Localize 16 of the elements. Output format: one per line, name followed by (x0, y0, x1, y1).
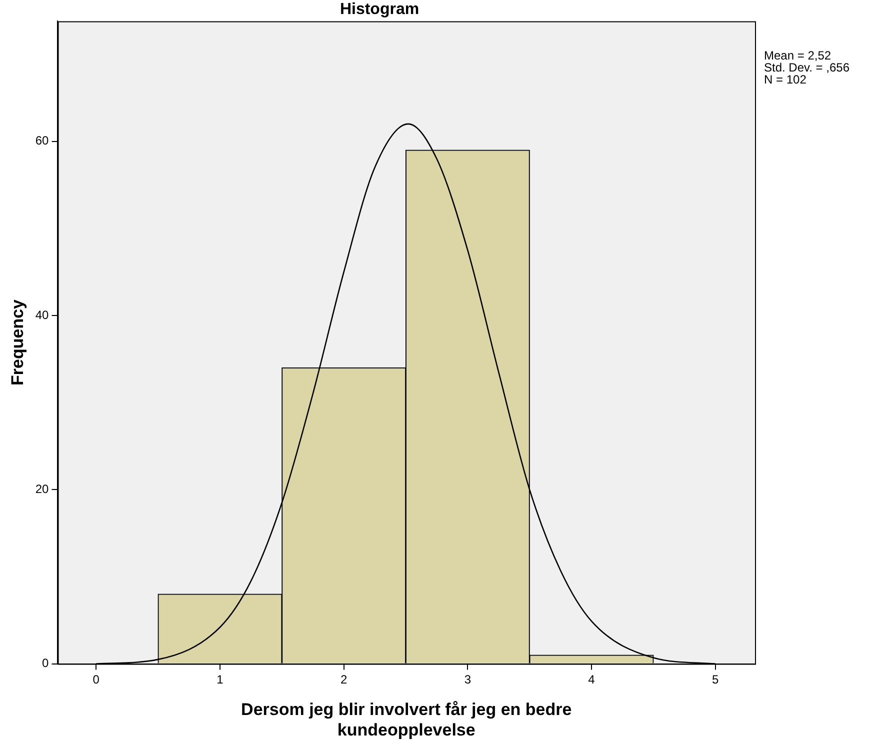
y-tick-label: 0 (42, 656, 50, 670)
text: N = 102 (764, 72, 807, 86)
y-tick-label: 40 (35, 308, 50, 322)
x-tick-label: 4 (588, 672, 596, 686)
y-tick-label: 60 (35, 134, 50, 148)
x-tick-label: 2 (340, 672, 348, 686)
text: Mean = 2,52 (764, 48, 832, 62)
y-axis-title: Frequency (8, 298, 27, 386)
x-axis-title: Dersom jeg blir involvert får jeg en bedre kundeopplevelse (241, 700, 572, 740)
y-tick-label: 20 (35, 482, 50, 496)
x-tick-label: 5 (712, 672, 720, 686)
x-tick-label: 0 (92, 672, 100, 686)
text: Std. Dev. = ,656 (764, 60, 850, 74)
x-tick-label: 3 (464, 672, 472, 686)
chart-title: Histogram (340, 1, 420, 18)
x-tick-label: 1 (216, 672, 224, 686)
